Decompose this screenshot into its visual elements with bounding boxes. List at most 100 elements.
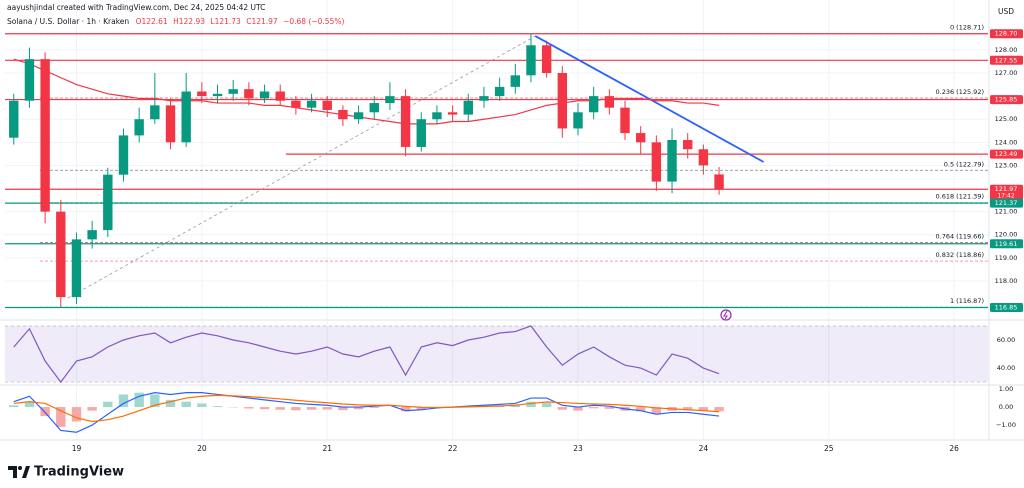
candle-body [165, 105, 176, 143]
histogram-bar [588, 407, 599, 409]
histogram-bar [541, 403, 552, 408]
histogram-bar [197, 403, 207, 408]
histogram-bar [291, 407, 301, 411]
histogram-bar [526, 401, 536, 408]
y-tick-label: 1.00 [999, 385, 1013, 393]
y-tick-label: 124.00 [995, 138, 1018, 146]
brand-logo: TradingView [8, 465, 124, 480]
histogram-bar [244, 407, 254, 409]
ohlc-open: O122.61 [136, 17, 168, 26]
candle-body [134, 119, 144, 136]
candle-body [385, 96, 395, 104]
candle-body [635, 133, 646, 143]
rsi-band [5, 325, 988, 383]
fib-label: 1 (116.87) [950, 297, 984, 305]
price-tag [990, 149, 1023, 159]
histogram-bar [134, 392, 144, 408]
y-tick-label: 123.00 [995, 161, 1018, 169]
y-tick-label: 0.00 [999, 403, 1013, 411]
price-tag [990, 303, 1023, 313]
price-tag [990, 95, 1023, 105]
candle-body [306, 100, 317, 108]
price-countdown: 17:42 [997, 193, 1014, 200]
y-tick-label: 128.00 [995, 46, 1018, 54]
histogram-bar [353, 407, 364, 410]
histogram-bar [150, 394, 160, 408]
histogram-bar [56, 407, 66, 427]
histogram-bar [338, 407, 348, 411]
histogram-bar [9, 405, 19, 408]
price-tag-label: 121.37 [995, 199, 1018, 207]
x-tick-label: 21 [322, 444, 332, 453]
ohlc-high: H122.93 [173, 17, 205, 26]
candle-body [667, 140, 677, 182]
histogram-bar [698, 407, 709, 411]
candle-body [353, 112, 364, 120]
histogram-bar [573, 407, 583, 411]
logo-dot [18, 466, 22, 470]
alert-icon[interactable] [720, 309, 732, 321]
histogram-bar [400, 407, 411, 412]
histogram-bar [71, 407, 82, 422]
candle-body [71, 239, 82, 298]
candle-body [510, 75, 521, 87]
ohlc-close: C121.97 [246, 17, 278, 26]
price-tag-label: 121.97 [995, 185, 1018, 193]
price-tag-label: 125.85 [995, 96, 1018, 104]
candle-body [400, 96, 411, 147]
y-tick-label: 127.00 [995, 69, 1018, 77]
fib-label: 0 (128.71) [950, 24, 984, 32]
histogram-bar [369, 407, 379, 408]
x-tick-label: 23 [573, 444, 583, 453]
candle-body [463, 100, 473, 115]
fib-label: 0.5 (122.79) [944, 160, 984, 168]
y-tick-label: 40.00 [997, 364, 1016, 372]
series-line [13, 58, 720, 125]
candle-body [541, 45, 552, 74]
candle-body [698, 149, 709, 166]
candle-body [683, 140, 693, 150]
candle-body [322, 100, 332, 110]
price-tag [990, 239, 1023, 249]
price-tag-label: 116.85 [995, 304, 1018, 312]
histogram-bar [87, 407, 97, 411]
candle-body [604, 96, 615, 108]
candle-body [9, 100, 19, 138]
candle-body [479, 96, 489, 101]
histogram-bar [714, 407, 724, 412]
price-tag [990, 55, 1023, 65]
histogram-bar [651, 407, 662, 414]
price-tag-label: 119.61 [995, 240, 1018, 248]
candle-body [118, 135, 129, 175]
trend-line [534, 35, 764, 163]
trend-line [67, 35, 536, 299]
candle-body [588, 96, 599, 113]
candle-body [24, 59, 35, 101]
fib-label: 0.618 (121.39) [936, 193, 985, 201]
alert-bolt [723, 310, 728, 320]
y-tick-label: 119.00 [995, 254, 1018, 262]
candle-body [275, 91, 285, 101]
candle-body [432, 112, 442, 120]
price-tag [990, 198, 1023, 208]
histogram-bar [165, 399, 176, 408]
price-tag [990, 29, 1023, 39]
histogram-bar [604, 407, 615, 409]
candle-body [416, 119, 426, 147]
y-tick-label: 120.00 [995, 231, 1018, 239]
y-tick-label: 121.00 [995, 208, 1018, 216]
y-tick-label: 125.00 [995, 115, 1018, 123]
candle-body [56, 211, 66, 298]
series-line [13, 394, 720, 423]
author-line: aayushjindal created with TradingView.co… [7, 3, 265, 12]
histogram-bar [557, 407, 568, 410]
candle-body [620, 107, 630, 134]
candle-body [338, 109, 348, 120]
histogram-bar [40, 407, 50, 417]
candle-body [714, 174, 724, 190]
symbol-line: Solana / U.S. Dollar · 1h · Kraken O122.… [7, 17, 344, 26]
candle-body [212, 93, 223, 97]
candle-body [40, 59, 50, 212]
series-line [13, 325, 720, 384]
candle-body [197, 91, 207, 97]
